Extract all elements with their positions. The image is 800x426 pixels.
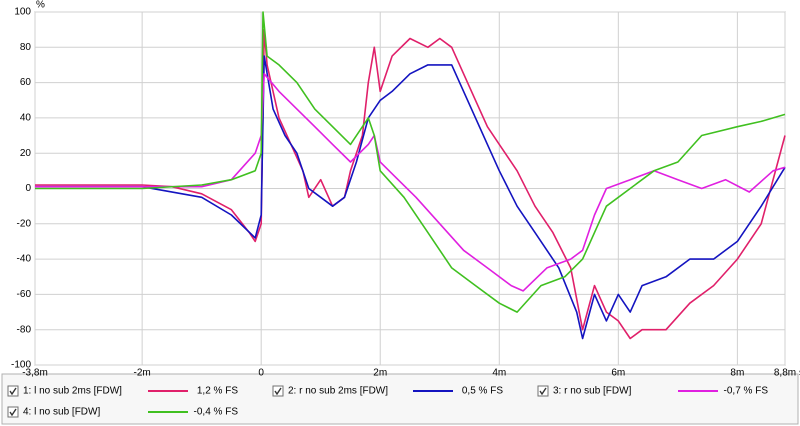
y-unit: %	[36, 0, 45, 11]
legend-checkbox[interactable]	[7, 406, 19, 418]
x-tick-label: 8,8m	[774, 368, 796, 379]
y-tick-label: 100	[14, 7, 31, 18]
legend-name: 3: r no sub [FDW]	[553, 386, 632, 397]
series-line	[35, 11, 786, 313]
legend-level: -0,7 % FS	[724, 386, 769, 397]
legend-level: -0,4 % FS	[194, 407, 239, 418]
y-tick-label: -80	[17, 324, 32, 335]
y-tick-label: -20	[17, 218, 32, 229]
y-tick-label: -100	[11, 360, 31, 371]
series-line	[35, 28, 786, 340]
legend-panel	[1, 373, 799, 425]
y-tick-label: -40	[17, 254, 32, 265]
x-tick-label: -2m	[134, 368, 151, 379]
y-tick-label: 80	[20, 42, 32, 53]
x-tick-label: 2m	[373, 368, 387, 379]
legend-name: 1: l no sub 2ms [FDW]	[23, 386, 122, 397]
legend-name: 2: r no sub 2ms [FDW]	[288, 386, 388, 397]
legend-level: 0,5 % FS	[462, 386, 503, 397]
legend-checkmark	[274, 387, 282, 396]
legend-checkmark	[9, 408, 17, 417]
x-tick-label: -3,8m	[22, 368, 48, 379]
legend-checkmark	[9, 387, 17, 396]
series-line	[35, 55, 786, 340]
x-tick-label: 4m	[492, 368, 506, 379]
y-tick-label: 40	[20, 113, 32, 124]
x-tick-label: 0	[258, 368, 264, 379]
legend-level: 1,2 % FS	[197, 386, 238, 397]
y-tick-label: 20	[20, 148, 32, 159]
x-tick-label: 8m	[730, 368, 744, 379]
legend-checkbox[interactable]	[7, 385, 19, 397]
series-line	[35, 73, 786, 292]
y-tick-label: 60	[20, 77, 32, 88]
y-tick-label: 0	[25, 183, 31, 194]
legend-checkbox[interactable]	[272, 385, 284, 397]
legend-checkmark	[539, 387, 547, 396]
legend-checkbox[interactable]	[537, 385, 549, 397]
y-tick-label: -60	[17, 289, 32, 300]
legend-name: 4: l no sub [FDW]	[23, 407, 100, 418]
x-tick-label: 6m	[611, 368, 625, 379]
